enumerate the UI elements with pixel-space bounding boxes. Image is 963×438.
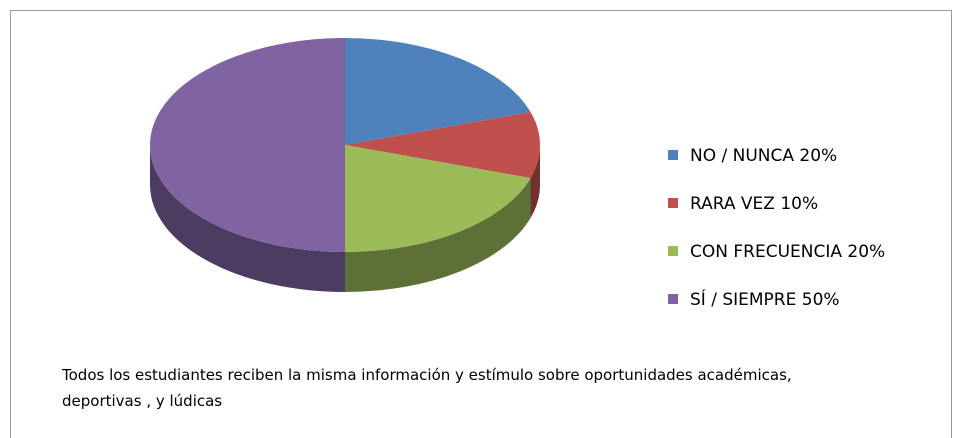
legend-swatch	[668, 246, 678, 256]
pie-slice	[345, 145, 531, 252]
legend-label: CON FRECUENCIA 20%	[690, 242, 885, 262]
legend-swatch	[668, 198, 678, 208]
chart-frame	[10, 10, 952, 438]
caption: Todos los estudiantes reciben la misma i…	[62, 366, 792, 410]
pie-tops	[150, 38, 540, 252]
pie-slice	[345, 38, 531, 145]
legend-swatch	[668, 150, 678, 160]
legend-swatch	[668, 294, 678, 304]
legend-label: SÍ / SIEMPRE 50%	[690, 288, 840, 310]
pie-sides	[150, 145, 540, 292]
pie-slice	[345, 111, 540, 179]
pie-side	[530, 145, 540, 219]
legend-label: RARA VEZ 10%	[690, 194, 818, 214]
pie-side	[345, 178, 531, 292]
pie-slice	[150, 38, 345, 252]
legend: NO / NUNCA 20% RARA VEZ 10% CON FRECUENCIA…	[668, 146, 885, 310]
pie-side	[150, 145, 345, 292]
legend-label: NO / NUNCA 20%	[690, 146, 837, 166]
